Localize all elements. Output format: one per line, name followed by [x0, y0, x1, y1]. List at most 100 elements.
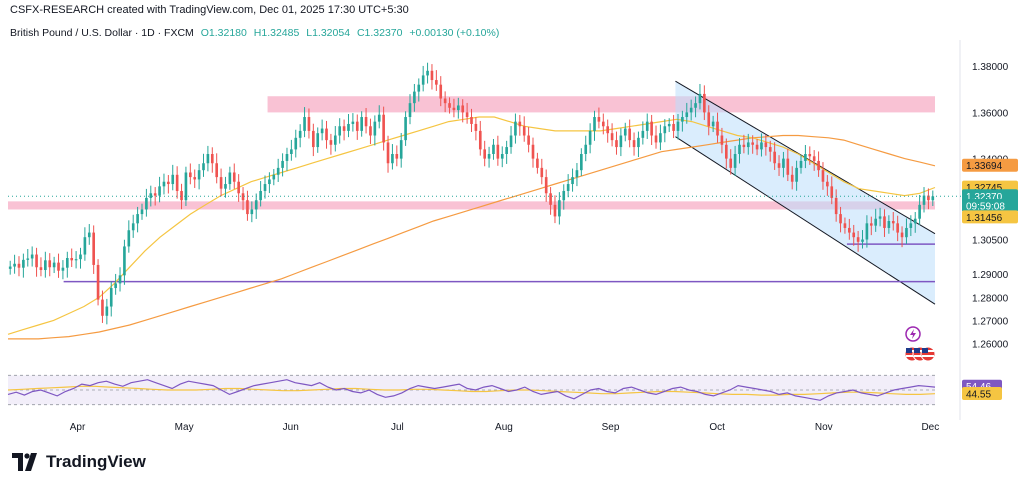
- candle: [628, 119, 631, 148]
- candle: [285, 147, 289, 171]
- candle: [729, 149, 733, 175]
- candle: [382, 106, 385, 151]
- candle: [457, 97, 460, 119]
- candle: [127, 220, 131, 253]
- candle: [610, 123, 614, 147]
- candle: [443, 91, 447, 113]
- candle: [162, 173, 166, 195]
- candle: [522, 116, 526, 142]
- candle: [496, 135, 500, 166]
- candle: [478, 120, 482, 156]
- candle: [439, 76, 443, 107]
- candle: [900, 226, 904, 248]
- candle: [883, 209, 886, 237]
- candle: [452, 98, 456, 118]
- candle: [931, 190, 935, 206]
- candle: [224, 176, 227, 198]
- change-value: +0.00130 (+0.10%): [409, 27, 500, 39]
- candle: [342, 119, 346, 141]
- candle: [896, 215, 899, 242]
- candle: [808, 146, 812, 165]
- svg-text:44.55: 44.55: [966, 389, 991, 400]
- candle: [812, 150, 816, 171]
- candle: [347, 114, 350, 138]
- candle: [268, 172, 271, 194]
- candle: [786, 148, 790, 182]
- time-axis-label: Aug: [495, 422, 513, 433]
- candle: [606, 119, 610, 143]
- candle: [254, 193, 258, 219]
- candle: [869, 216, 873, 236]
- candle: [57, 253, 60, 278]
- candle: [584, 135, 588, 162]
- candle: [44, 251, 47, 278]
- candle: [830, 176, 834, 205]
- candle: [105, 298, 109, 325]
- time-axis-label: Jul: [391, 422, 404, 433]
- price-chart[interactable]: 1.380001.360001.340001.305001.290001.280…: [0, 0, 1024, 440]
- candle: [197, 163, 201, 190]
- candle: [39, 257, 43, 277]
- candle: [922, 187, 926, 213]
- candle: [399, 132, 403, 168]
- candle: [483, 140, 486, 167]
- candle: [272, 169, 276, 186]
- candle: [355, 114, 359, 140]
- candle: [773, 142, 776, 170]
- candle: [325, 120, 328, 149]
- price-tick-label: 1.26000: [972, 340, 1009, 351]
- candle: [118, 267, 122, 292]
- candle: [623, 122, 627, 142]
- candle: [641, 121, 645, 145]
- candle: [843, 217, 847, 234]
- rsi-badge: 44.55: [962, 386, 1002, 400]
- moving-average-slow: [8, 134, 936, 340]
- candle: [553, 195, 557, 224]
- candle: [48, 253, 52, 277]
- candle: [413, 83, 416, 112]
- candle: [874, 208, 878, 232]
- candle: [171, 164, 175, 191]
- symbol-info: British Pound / U.S. Dollar · 1D · FXCM …: [10, 27, 503, 39]
- svg-text:1.32745: 1.32745: [966, 183, 1003, 194]
- candle: [250, 201, 254, 223]
- candle: [751, 135, 754, 154]
- candle: [435, 70, 438, 91]
- candle: [136, 206, 139, 233]
- time-axis-label: Jun: [283, 422, 299, 433]
- candle: [448, 97, 451, 114]
- candle: [492, 138, 495, 160]
- svg-text:1.33694: 1.33694: [966, 161, 1003, 172]
- candle: [364, 108, 368, 134]
- brand[interactable]: TradingView: [12, 452, 146, 472]
- candle: [580, 148, 583, 176]
- candle: [637, 131, 640, 158]
- candle: [377, 105, 381, 129]
- candle: [733, 145, 737, 176]
- candle: [834, 189, 838, 222]
- candle: [140, 203, 144, 220]
- candle: [891, 212, 895, 231]
- candle: [689, 99, 693, 121]
- candle: [593, 110, 596, 141]
- candle: [35, 247, 38, 277]
- candle: [821, 162, 825, 190]
- candle: [848, 218, 851, 240]
- price-tick-label: 1.29000: [972, 270, 1009, 281]
- candle: [672, 114, 675, 139]
- candle: [571, 168, 574, 192]
- candle: [307, 108, 311, 139]
- descending-channel: [675, 81, 935, 305]
- candle: [742, 134, 746, 154]
- candle: [408, 94, 412, 125]
- candle: [531, 137, 535, 168]
- symbol-name[interactable]: British Pound / U.S. Dollar · 1D · FXCM: [10, 27, 194, 39]
- candle: [724, 138, 728, 169]
- candle: [518, 114, 522, 136]
- candle: [905, 218, 908, 244]
- candle: [856, 230, 860, 252]
- rsi-line: [7, 379, 936, 401]
- candle: [96, 259, 100, 306]
- candle: [760, 133, 763, 157]
- candle: [909, 215, 913, 237]
